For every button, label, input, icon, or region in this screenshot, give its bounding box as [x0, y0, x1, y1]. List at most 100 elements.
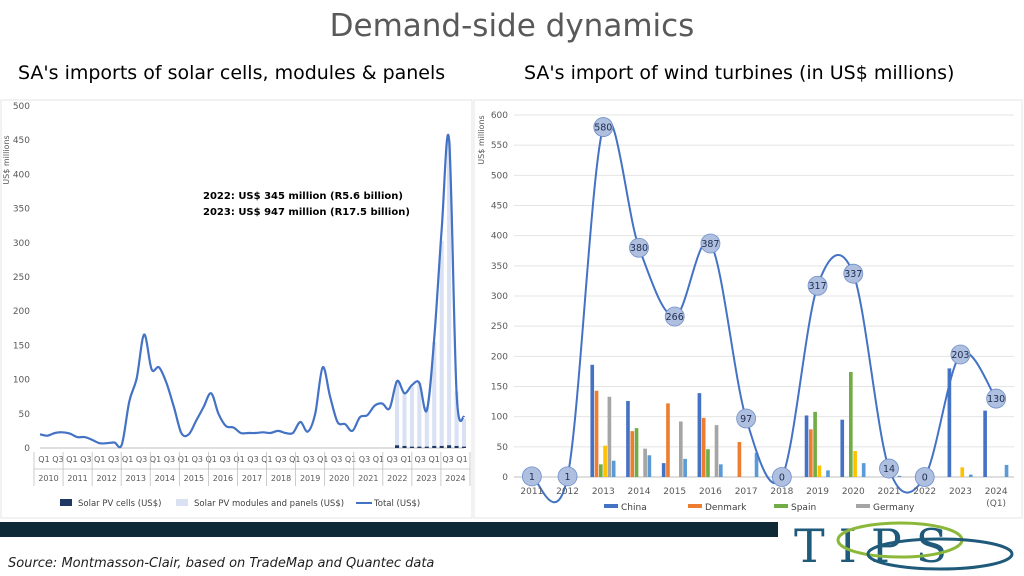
wind-total-marker [629, 237, 649, 258]
solar-quarter-label: Q1 [289, 455, 300, 464]
solar-quarter-label: Q3 [164, 455, 175, 464]
solar-quarter-label: Q3 [359, 455, 370, 464]
solar-year-label: 2024 [445, 474, 465, 483]
solar-cells-bar [417, 446, 422, 448]
solar-quarter-label: Q1 [233, 455, 244, 464]
wind-total-label: 0 [922, 473, 928, 484]
solar-legend-label: Solar PV cells (US$) [78, 499, 161, 509]
wind-category-label: 2024 [985, 487, 1008, 497]
solar-y-tick-label: 200 [13, 307, 30, 317]
wind-total-label: 580 [594, 123, 612, 134]
wind-total-label: 0 [779, 473, 785, 484]
wind-legend-label: Denmark [705, 503, 747, 513]
solar-cells-bar [395, 445, 400, 448]
solar-year-label: 2019 [300, 474, 320, 483]
wind-total-label: 130 [987, 394, 1005, 405]
wind-bar-germany [643, 448, 647, 477]
solar-quarter-label: Q3 [442, 455, 453, 464]
wind-bar-other [611, 460, 616, 477]
source-note: Source: Montmasson-Clair, based on Trade… [8, 556, 435, 571]
solar-quarter-label: Q1 [345, 455, 356, 464]
solar-year-label: 2014 [155, 474, 175, 483]
solar-quarter-label: Q3 [192, 455, 203, 464]
wind-bar-denmark [701, 417, 706, 477]
wind-total-line [531, 119, 997, 504]
wind-bar-denmark [666, 403, 670, 477]
wind-bar-other [853, 451, 857, 477]
solar-quarter-label: Q1 [178, 455, 189, 464]
wind-total-label: 97 [740, 414, 752, 425]
wind-chart-title: SA's import of wind turbines (in US$ mil… [524, 62, 955, 84]
wind-total-label: 1 [565, 472, 571, 483]
wind-bar-china [983, 410, 987, 477]
wind-total-marker [700, 233, 721, 254]
solar-modules-bar [402, 392, 407, 446]
solar-y-tick-label: 500 [13, 102, 30, 112]
wind-y-tick-label: 50 [497, 443, 509, 453]
solar-cells-bar [447, 445, 452, 448]
wind-legend-label: Spain [791, 503, 816, 513]
wind-legend-label: China [621, 503, 647, 513]
solar-year-label: 2017 [242, 474, 262, 483]
solar-annotation-line-2: 2023: US$ 947 million (R17.5 billion) [203, 207, 410, 218]
solar-year-label: 2011 [67, 474, 87, 483]
wind-y-tick-label: 550 [491, 141, 508, 151]
wind-bar-spain [813, 411, 817, 477]
wind-bar-china [697, 393, 702, 477]
solar-y-tick-label: 100 [13, 376, 30, 386]
solar-quarter-label: Q1 [150, 455, 161, 464]
solar-cells-bar [432, 445, 437, 448]
wind-bar-spain [599, 464, 603, 477]
solar-quarter-label: Q1 [317, 455, 328, 464]
wind-total-marker [843, 263, 864, 284]
wind-legend-swatch [688, 504, 702, 508]
wind-legend-swatch [856, 504, 870, 508]
wind-total-label: 387 [701, 239, 719, 250]
solar-modules-bar [432, 341, 437, 446]
wind-category-label: 2016 [699, 487, 722, 497]
wind-bar-china [804, 415, 809, 477]
solar-quarter-label: Q3 [331, 455, 342, 464]
wind-y-tick-label: 300 [491, 292, 508, 302]
wind-y-tick-label: 150 [491, 383, 508, 393]
solar-year-label: 2012 [96, 474, 116, 483]
solar-quarter-label: Q1 [38, 455, 49, 464]
solar-modules-bar [439, 240, 444, 446]
solar-year-label: 2021 [358, 474, 378, 483]
wind-bar-other [826, 470, 830, 477]
wind-y-tick-label: 500 [491, 171, 508, 181]
wind-y-tick-label: 600 [491, 111, 508, 121]
wind-total-marker [914, 467, 935, 487]
solar-cells-bar [461, 446, 467, 448]
wind-total-marker [521, 466, 542, 487]
page-title: Demand-side dynamics [329, 8, 695, 44]
solar-modules-bar [424, 406, 429, 447]
wind-bar-other [861, 463, 866, 477]
solar-legend-swatch [176, 499, 188, 506]
wind-total-label: 380 [630, 243, 648, 254]
wind-bar-china [840, 419, 845, 477]
wind-category-sublabel: (Q1) [986, 499, 1006, 509]
solar-modules-bar [409, 386, 414, 447]
solar-y-tick-label: 350 [13, 205, 30, 215]
wind-y-tick-label: 250 [491, 322, 508, 332]
wind-legend-swatch [774, 504, 788, 508]
wind-bar-germany [679, 421, 683, 477]
solar-quarter-label: Q1 [206, 455, 217, 464]
wind-bar-denmark [594, 390, 599, 477]
wind-category-label: 2021 [878, 487, 901, 497]
wind-y-tick-label: 200 [491, 352, 508, 362]
solar-y-tick-label: 300 [13, 239, 30, 249]
wind-bar-other [647, 455, 652, 477]
tips-logo: TIPS [794, 519, 1014, 573]
solar-quarter-label: Q3 [108, 455, 119, 464]
wind-bar-spain [634, 428, 639, 477]
footer-band [0, 522, 778, 537]
solar-legend-label: Solar PV modules and panels (US$) [194, 499, 344, 509]
wind-total-marker [593, 117, 614, 137]
wind-total-marker [807, 275, 828, 296]
solar-modules-bar [417, 383, 422, 447]
wind-category-label: 2017 [735, 487, 758, 497]
wind-bar-other [754, 452, 759, 477]
